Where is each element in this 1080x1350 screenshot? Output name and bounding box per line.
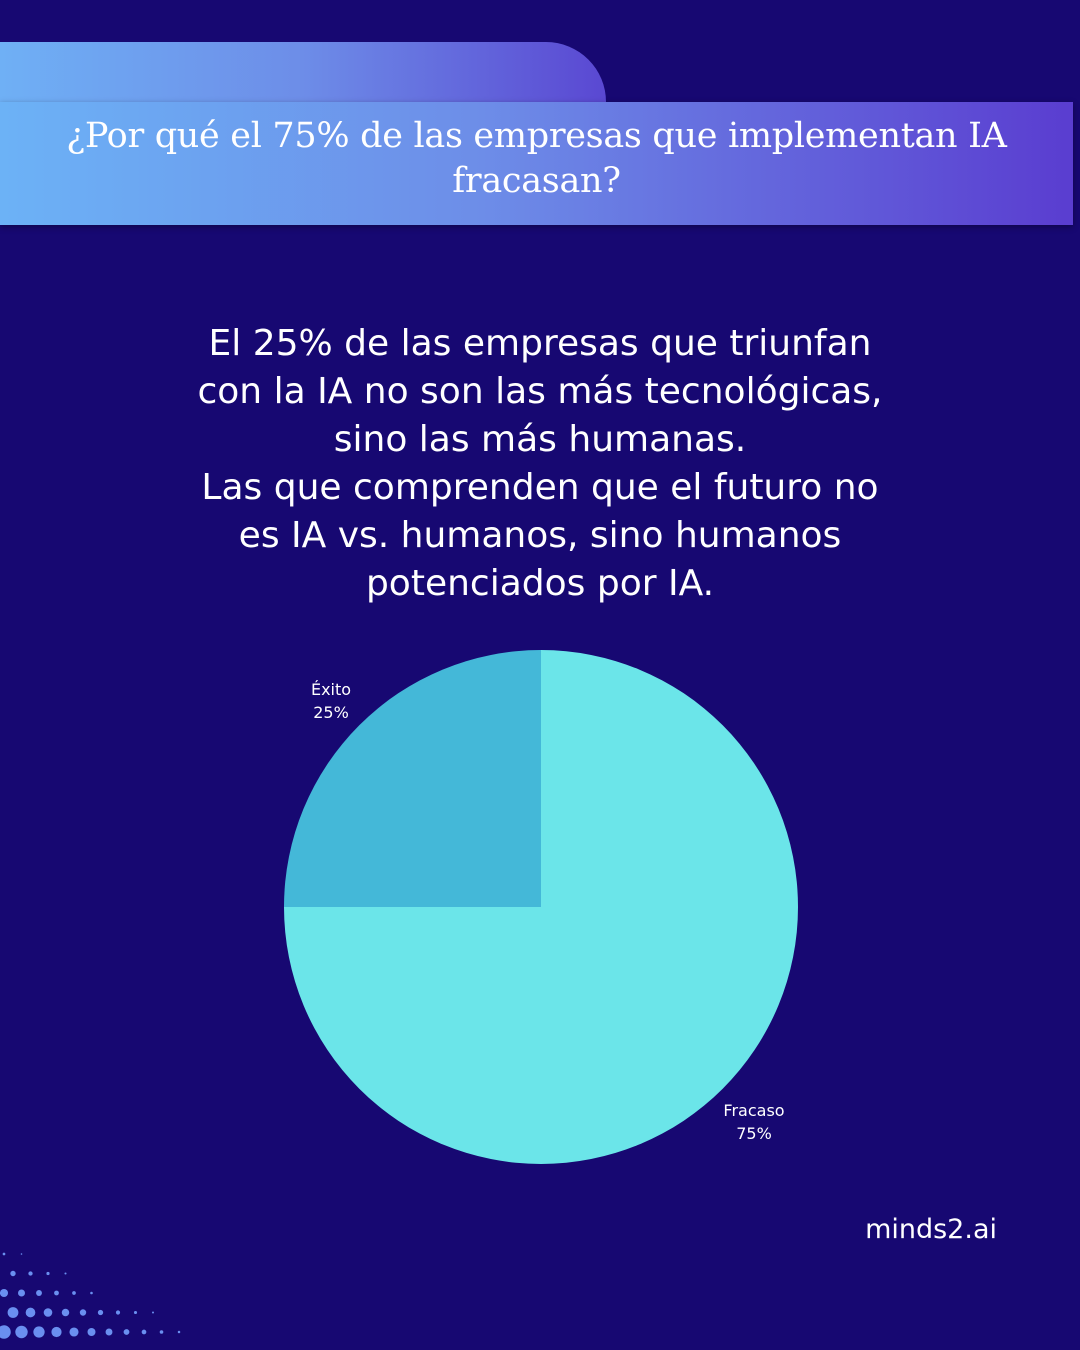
header-tab-decoration — [0, 42, 606, 112]
decorative-dot — [61, 1308, 70, 1317]
decorative-dot — [115, 1310, 121, 1315]
lead-text: El 25% de las empresas que triunfan con … — [140, 320, 940, 608]
decorative-dot — [123, 1329, 130, 1335]
decorative-dot — [28, 1271, 33, 1276]
title-banner: ¿Por qué el 75% de las empresas que impl… — [0, 102, 1073, 225]
decorative-dot — [64, 1272, 67, 1275]
decorative-dot — [18, 1289, 25, 1297]
decorative-dot — [79, 1309, 87, 1316]
decorative-dot — [0, 1325, 11, 1339]
decorative-dot — [90, 1291, 93, 1295]
decorative-dot — [33, 1326, 45, 1338]
decorative-dot — [133, 1310, 138, 1315]
decorative-dot — [141, 1329, 147, 1335]
decorative-dot — [43, 1308, 53, 1317]
decorative-dot — [51, 1326, 62, 1338]
dot-pattern-decoration — [0, 1252, 181, 1339]
pie-slice-éxito — [284, 650, 541, 907]
decorative-dot — [152, 1311, 154, 1314]
brand-name: minds2.ai — [865, 1214, 997, 1245]
decorative-dot — [97, 1309, 104, 1316]
decorative-dot — [25, 1307, 36, 1318]
decorative-dot — [69, 1327, 79, 1337]
decorative-dot — [46, 1271, 50, 1276]
decorative-dot — [72, 1291, 76, 1295]
decorative-dot — [87, 1328, 96, 1336]
lead-line: Las que comprenden que el futuro no — [201, 467, 879, 508]
decorative-dot — [15, 1325, 28, 1339]
decorative-dot — [36, 1290, 42, 1296]
pie-label-category: Éxito — [311, 680, 351, 699]
decorative-dot — [105, 1328, 113, 1336]
decorative-dot — [2, 1252, 6, 1256]
page-title: ¿Por qué el 75% de las empresas que impl… — [66, 115, 1007, 201]
lead-line: sino las más humanas. — [333, 419, 747, 460]
lead-line: con la IA no son las más tecnológicas, — [197, 371, 883, 412]
pie-slices — [284, 650, 798, 1164]
pie-label-value: 75% — [736, 1124, 772, 1143]
lead-line: es IA vs. humanos, sino humanos — [238, 515, 842, 556]
lead-line: El 25% de las empresas que triunfan — [208, 323, 872, 364]
decorative-dot — [54, 1290, 59, 1296]
decorative-dot — [159, 1330, 164, 1334]
decorative-dot — [7, 1307, 19, 1318]
decorative-dot — [10, 1270, 16, 1277]
decorative-dot — [20, 1253, 23, 1255]
pie-label-category: Fracaso — [723, 1101, 784, 1120]
lead-line: potenciados por IA. — [365, 563, 715, 604]
decorative-dot — [0, 1288, 9, 1298]
pie-slice-fracaso — [284, 650, 798, 1164]
pie-label-value: 25% — [313, 703, 349, 722]
decorative-dot — [177, 1330, 181, 1334]
pie-labels: Éxito 25% Fracaso 75% — [311, 680, 785, 1143]
